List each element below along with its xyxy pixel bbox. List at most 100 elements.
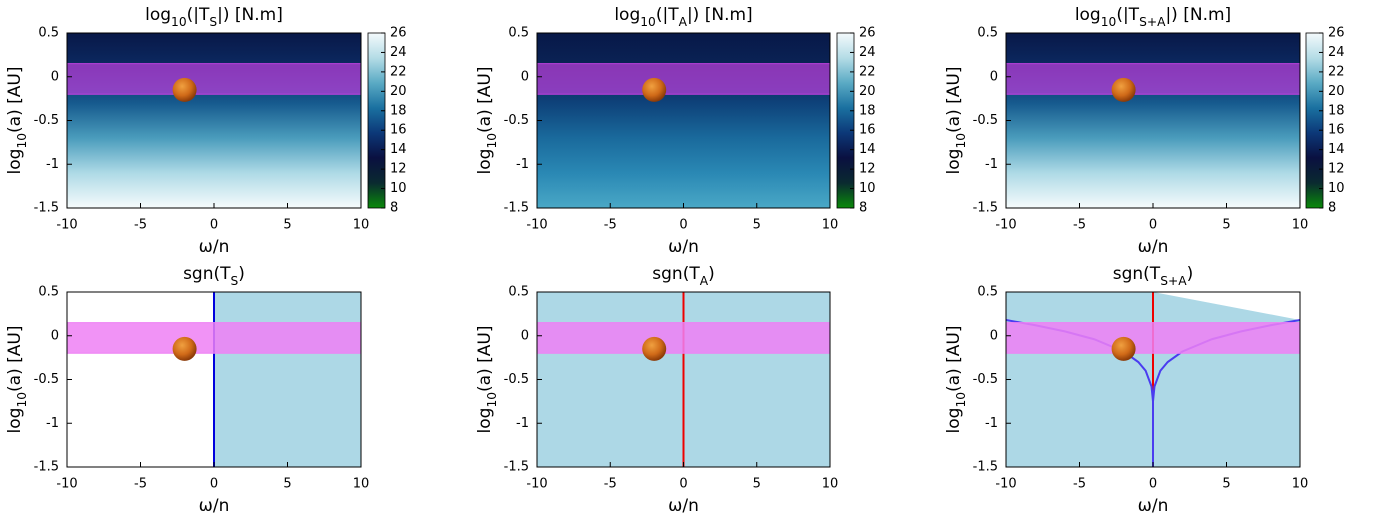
- x-tick-label: -10: [995, 218, 1016, 233]
- plot-area: [537, 292, 830, 467]
- y-tick-label: -1: [985, 416, 998, 431]
- chart-title-part: |) [N.m]: [687, 5, 753, 25]
- chart-title: log10(|TS+A|) [N.m]: [1075, 5, 1231, 29]
- y-axis-label: log10(a) [AU]: [5, 67, 29, 175]
- y-axis-label-part: 10: [485, 133, 499, 149]
- x-tick-label: 10: [822, 477, 839, 492]
- planet-marker: [1111, 336, 1136, 361]
- colorbar-tick-label: 24: [1328, 45, 1345, 60]
- x-tick-label: 0: [1149, 218, 1157, 233]
- y-tick-label: 0.5: [38, 285, 59, 300]
- y-tick-label: 0.5: [38, 26, 59, 41]
- colorbar-tick-label: 14: [390, 142, 407, 157]
- heatmap: [1006, 33, 1300, 208]
- x-tick-label: -10: [56, 218, 77, 233]
- x-tick-label: 0: [1149, 477, 1157, 492]
- chart-title-part: |) [N.m]: [1165, 5, 1231, 25]
- chart-title: sgn(TA): [652, 264, 714, 288]
- colorbar-tick-label: 16: [1328, 123, 1345, 138]
- y-axis-label: log10(a) [AU]: [944, 326, 968, 434]
- orbit-band: [537, 322, 830, 354]
- y-tick-label: 0: [521, 328, 529, 343]
- planet-marker: [642, 77, 667, 102]
- chart-title-part: (|T: [1116, 5, 1139, 25]
- y-tick-label: -1.5: [504, 201, 529, 216]
- plot-area: [1006, 292, 1300, 467]
- chart-title-part: sgn(T: [183, 264, 231, 284]
- colorbar: [367, 32, 386, 209]
- y-axis-label-part: 10: [954, 392, 968, 408]
- chart-title-part: log: [614, 5, 640, 25]
- chart-title-part: (|T: [656, 5, 679, 25]
- x-tick-label: 10: [353, 477, 370, 492]
- y-axis-label: log10(a) [AU]: [5, 326, 29, 434]
- colorbar-tick-label: 18: [390, 103, 407, 118]
- x-tick-label: 5: [283, 218, 291, 233]
- chart-title-part: sgn(T: [1113, 264, 1161, 284]
- x-tick-label: 10: [1292, 477, 1309, 492]
- y-axis-label-part: 10: [954, 133, 968, 149]
- planet-marker: [1111, 77, 1136, 102]
- y-axis-label: log10(a) [AU]: [475, 326, 499, 434]
- colorbar-tick-label: 22: [859, 64, 876, 79]
- colorbar-tick-label: 14: [859, 142, 876, 157]
- y-tick-label: 0.5: [508, 26, 529, 41]
- y-tick-label: 0.5: [508, 285, 529, 300]
- y-tick-label: -0.5: [973, 372, 998, 387]
- x-tick-label: 5: [753, 477, 761, 492]
- chart-title-part: sgn(T: [652, 264, 700, 284]
- y-axis-label-part: log: [475, 149, 495, 175]
- colorbar-tick-label: 12: [1328, 162, 1345, 177]
- x-tick-label: 0: [210, 218, 218, 233]
- y-tick-label: -1: [46, 416, 59, 431]
- colorbar-tick-label: 10: [390, 181, 407, 196]
- x-tick-label: -5: [604, 218, 617, 233]
- chart-title: log10(|TA|) [N.m]: [614, 5, 752, 29]
- chart-title-part: log: [145, 5, 171, 25]
- y-axis-label: log10(a) [AU]: [944, 67, 968, 175]
- chart-title-part: 10: [1101, 15, 1117, 29]
- colorbar-tick-label: 24: [390, 45, 407, 60]
- colorbar-tick-label: 22: [390, 64, 407, 79]
- y-tick-label: -0.5: [504, 372, 529, 387]
- x-tick-label: -5: [604, 477, 617, 492]
- orbit-band: [67, 63, 361, 95]
- y-tick-label: -1.5: [34, 460, 59, 475]
- x-tick-label: 5: [1222, 477, 1230, 492]
- y-tick-label: -1: [516, 416, 529, 431]
- y-tick-label: -1.5: [34, 201, 59, 216]
- chart-title: log10(|TS|) [N.m]: [145, 5, 283, 29]
- y-axis-label-part: 10: [15, 392, 29, 408]
- colorbar-tick-label: 8: [390, 201, 398, 216]
- chart-title-part: A: [679, 15, 688, 29]
- colorbar-tick-label: 10: [859, 181, 876, 196]
- colorbar-tick-label: 26: [390, 26, 407, 41]
- planet-marker: [172, 336, 197, 361]
- heatmap: [537, 33, 830, 208]
- orbit-band: [1006, 322, 1300, 354]
- y-tick-label: 0: [990, 69, 998, 84]
- chart-title-part: ): [1187, 264, 1194, 284]
- colorbar-tick-label: 8: [1328, 201, 1336, 216]
- y-axis-label: log10(a) [AU]: [475, 67, 499, 175]
- shaded-region: [1006, 320, 1300, 467]
- x-axis-label: ω/n: [1138, 237, 1169, 257]
- y-tick-label: -1.5: [504, 460, 529, 475]
- planet-marker: [172, 77, 197, 102]
- colorbar-tick-label: 10: [1328, 181, 1345, 196]
- x-tick-label: 0: [679, 218, 687, 233]
- x-tick-label: -5: [1073, 218, 1086, 233]
- x-tick-label: -10: [526, 218, 547, 233]
- x-tick-label: -10: [56, 477, 77, 492]
- positive-region: [214, 292, 361, 467]
- y-tick-label: 0: [990, 328, 998, 343]
- colorbar: [1305, 32, 1324, 209]
- orbit-band: [67, 322, 361, 354]
- y-axis-label-part: (a) [AU]: [475, 67, 495, 133]
- chart-title-part: 10: [171, 15, 187, 29]
- chart-title-part: ): [238, 264, 245, 284]
- x-tick-label: 5: [753, 218, 761, 233]
- y-tick-label: -0.5: [504, 113, 529, 128]
- chart-title-part: S+A: [1139, 15, 1166, 29]
- x-axis-label: ω/n: [668, 496, 699, 516]
